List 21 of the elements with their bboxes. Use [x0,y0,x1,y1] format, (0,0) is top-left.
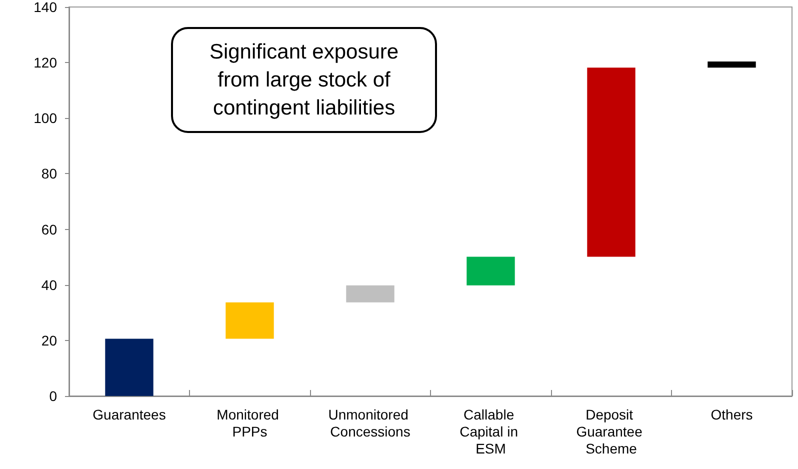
x-tick-label: Guarantees [92,406,166,422]
x-tick-label: Unmonitored Concessions [328,406,412,440]
x-tick-label: Others [710,406,753,422]
bar [466,256,515,286]
x-tick-label: Monitored PPPs [216,406,283,440]
y-tick-label: 0 [49,388,58,404]
bar [587,68,636,257]
y-tick-label: 140 [34,0,58,15]
bar [226,302,274,339]
y-tick-label: 40 [41,276,58,293]
x-tick-label: Deposit Guarantee Scheme [576,406,646,456]
annotation: Significant exposure from large stock of contingent liabilities [209,40,399,120]
bar [708,61,756,68]
bar [346,285,394,302]
y-tick-label: 120 [34,54,58,71]
x-tick-label: Callable Capital in ESM [460,406,522,456]
y-tick-label: 80 [41,166,58,182]
y-tick-label: 60 [41,221,58,238]
y-tick-label: 100 [34,110,58,126]
bar [105,338,154,396]
y-tick-label: 20 [41,332,58,348]
